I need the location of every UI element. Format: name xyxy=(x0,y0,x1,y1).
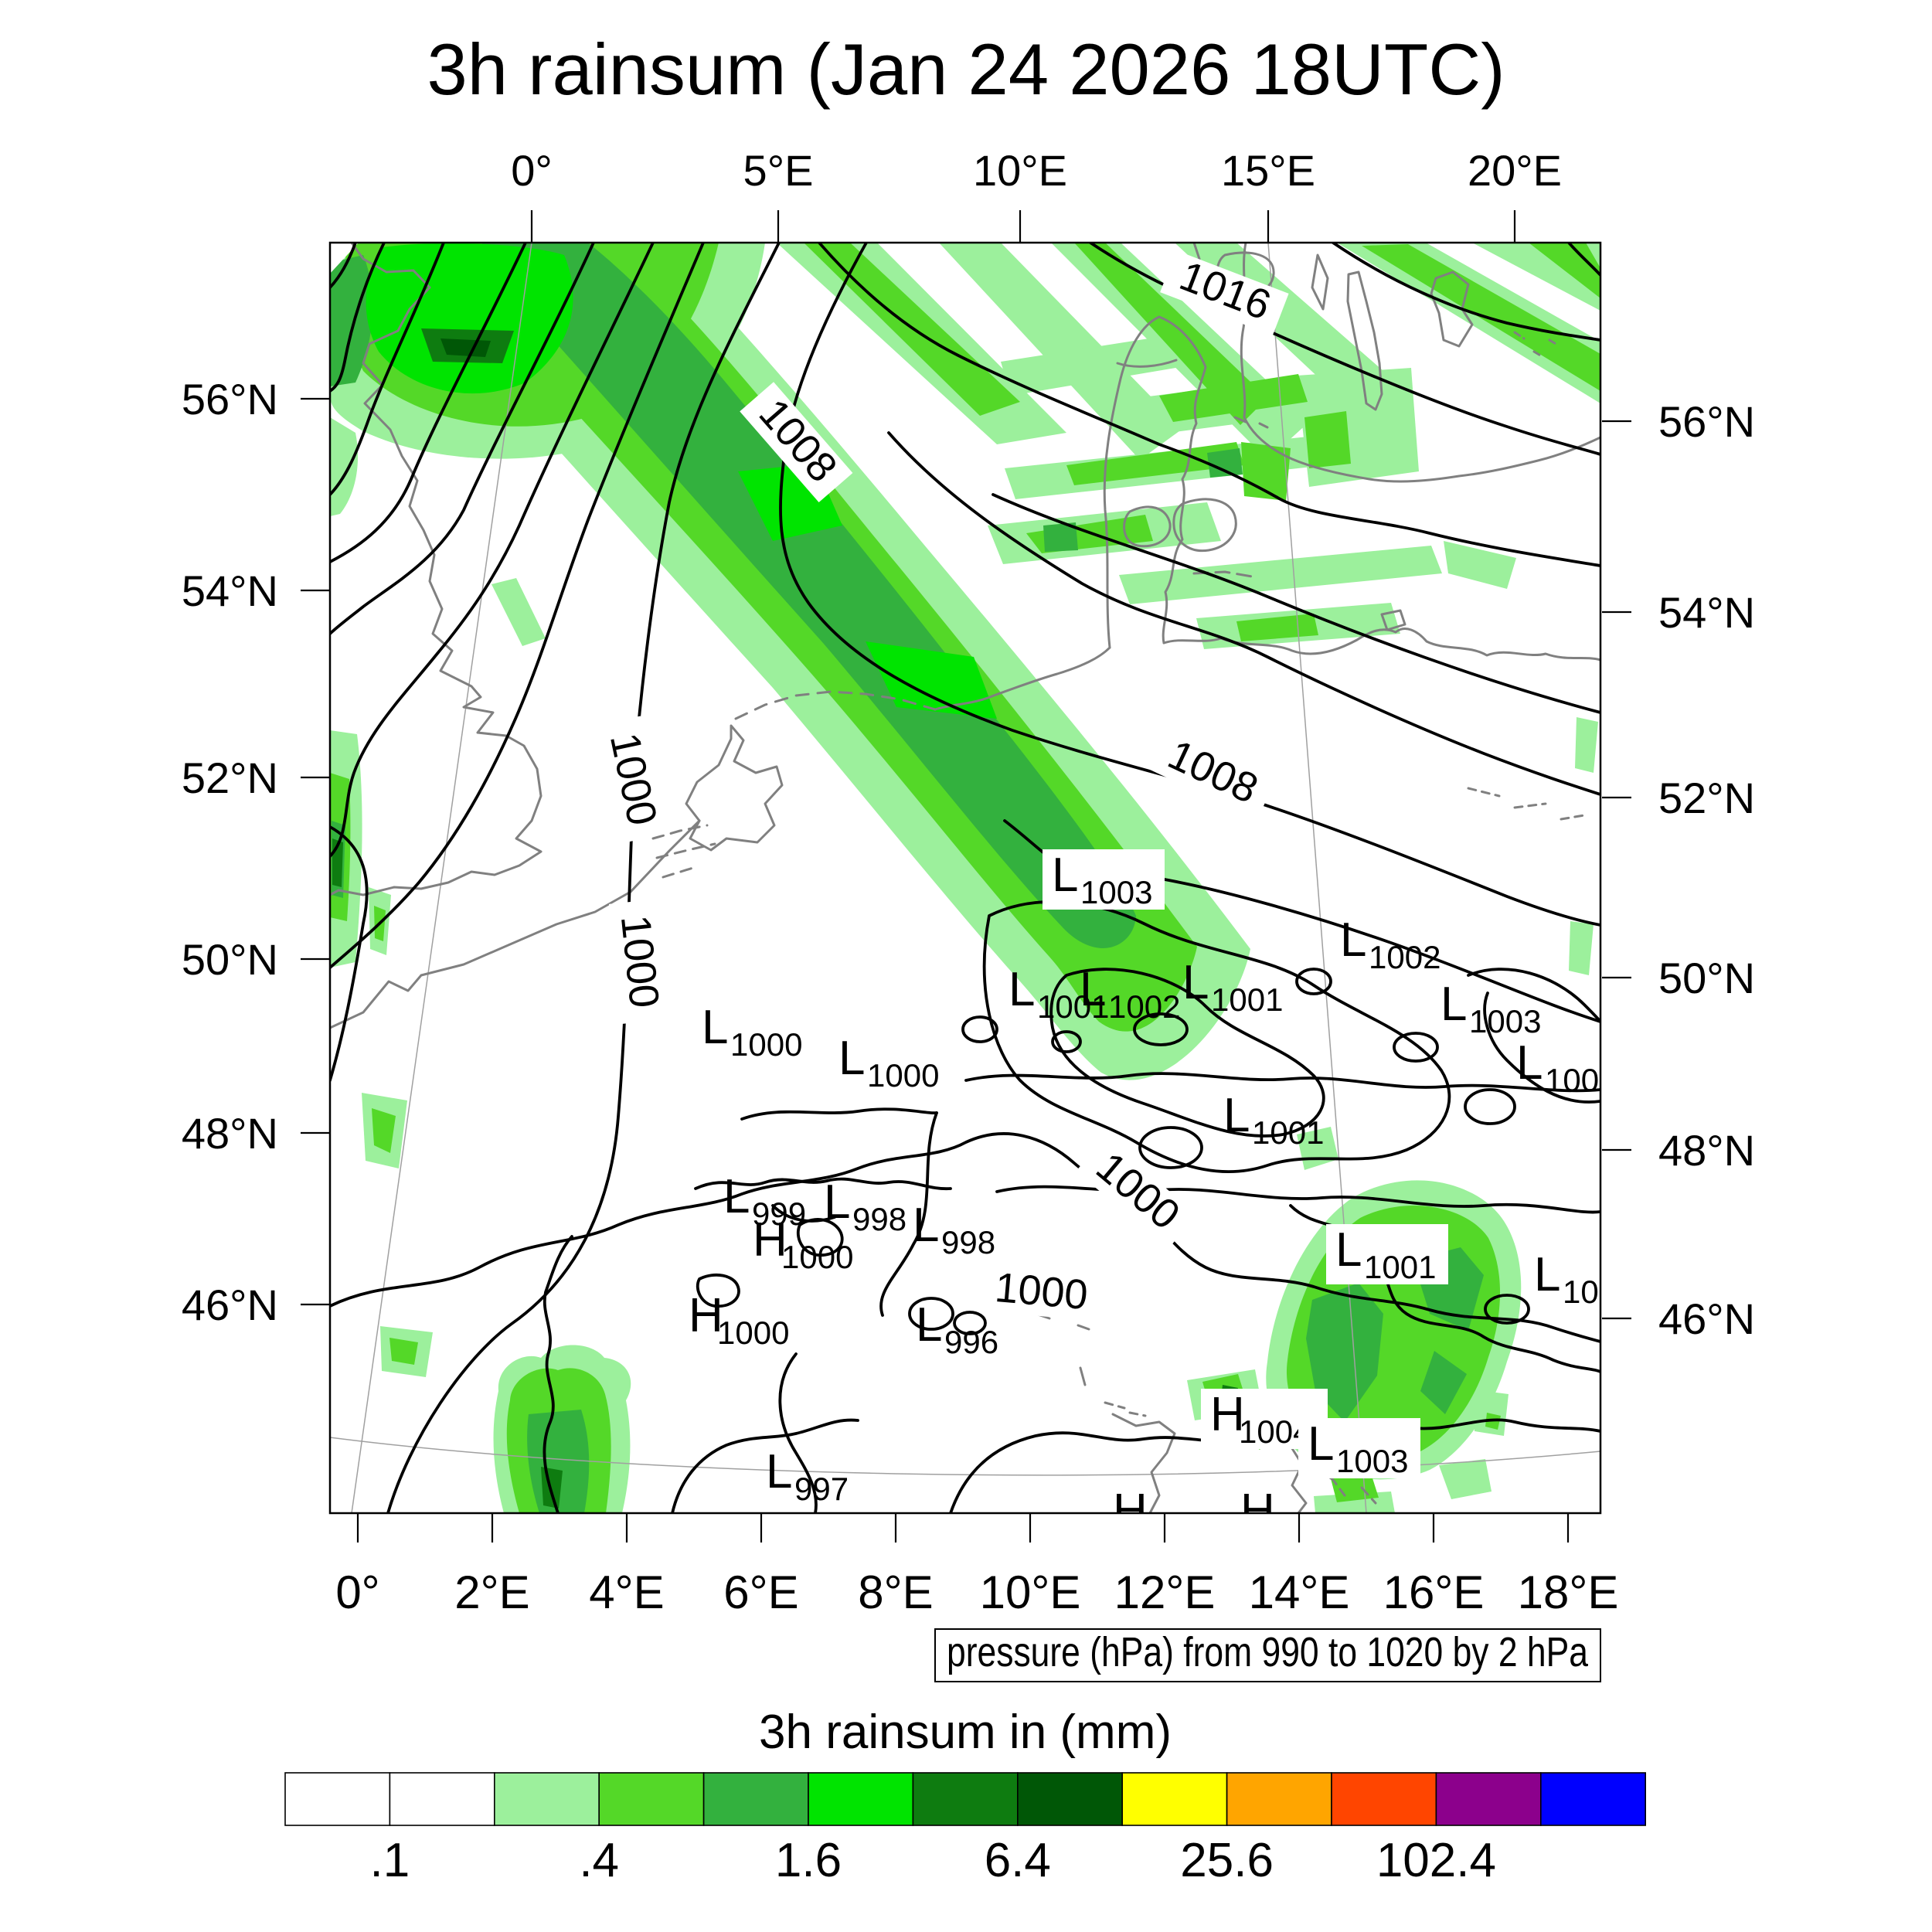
svg-text:L: L xyxy=(1516,1036,1543,1090)
svg-text:1001: 1001 xyxy=(1037,988,1109,1025)
svg-text:46°N: 46°N xyxy=(182,1281,278,1329)
svg-text:L: L xyxy=(766,1445,792,1498)
svg-text:1000: 1000 xyxy=(601,729,666,829)
svg-text:48°N: 48°N xyxy=(1658,1126,1755,1175)
svg-text:H: H xyxy=(689,1289,723,1342)
svg-text:1008: 1008 xyxy=(1161,731,1264,812)
svg-text:0°: 0° xyxy=(511,146,553,195)
svg-text:L: L xyxy=(1308,1417,1334,1471)
svg-text:2°E: 2°E xyxy=(454,1566,529,1618)
svg-text:50°N: 50°N xyxy=(1658,954,1755,1002)
svg-text:1002: 1002 xyxy=(1369,939,1440,975)
svg-text:L: L xyxy=(824,1175,850,1229)
svg-text:1005: 1005 xyxy=(1141,1510,1213,1546)
svg-text:4°E: 4°E xyxy=(589,1566,664,1618)
svg-text:L: L xyxy=(1340,913,1366,967)
svg-text:998: 998 xyxy=(941,1224,995,1260)
svg-text:.4: .4 xyxy=(579,1834,619,1887)
svg-text:H: H xyxy=(753,1213,787,1267)
svg-text:pressure (hPa) from 990 to 102: pressure (hPa) from 990 to 1020 by 2 hPa xyxy=(947,1629,1589,1675)
svg-text:12°E: 12°E xyxy=(1114,1566,1216,1618)
svg-text:1000: 1000 xyxy=(867,1057,939,1094)
svg-text:56°N: 56°N xyxy=(182,375,278,423)
svg-text:56°N: 56°N xyxy=(1658,397,1755,446)
svg-text:1000: 1000 xyxy=(717,1315,789,1351)
svg-text:L: L xyxy=(838,1032,865,1085)
svg-text:15°E: 15°E xyxy=(1221,146,1315,195)
svg-text:L: L xyxy=(723,1170,750,1223)
svg-text:18°E: 18°E xyxy=(1518,1566,1619,1618)
svg-text:1001: 1001 xyxy=(1364,1249,1436,1285)
svg-text:10°E: 10°E xyxy=(973,146,1067,195)
svg-text:1002: 1002 xyxy=(1108,988,1180,1025)
svg-text:25.6: 25.6 xyxy=(1180,1834,1274,1887)
svg-text:54°N: 54°N xyxy=(182,566,278,615)
svg-text:6°E: 6°E xyxy=(723,1566,798,1618)
svg-text:6.4: 6.4 xyxy=(985,1834,1051,1887)
svg-text:L: L xyxy=(1052,849,1078,902)
svg-text:H: H xyxy=(1113,1485,1148,1538)
svg-text:1001: 1001 xyxy=(1252,1114,1324,1151)
svg-text:54°N: 54°N xyxy=(1658,588,1755,637)
svg-text:52°N: 52°N xyxy=(1658,774,1755,822)
svg-text:3h rainsum (Jan 24 2026 18UTC): 3h rainsum (Jan 24 2026 18UTC) xyxy=(427,29,1505,110)
svg-text:1000: 1000 xyxy=(781,1239,853,1275)
svg-text:L: L xyxy=(1080,963,1106,1016)
svg-text:1001: 1001 xyxy=(1211,981,1283,1018)
svg-text:14°E: 14°E xyxy=(1249,1566,1350,1618)
svg-text:997: 997 xyxy=(794,1471,849,1507)
svg-text:20°E: 20°E xyxy=(1468,146,1562,195)
svg-text:16°E: 16°E xyxy=(1383,1566,1485,1618)
svg-text:1003: 1003 xyxy=(1080,874,1152,910)
svg-text:L: L xyxy=(913,1199,939,1252)
svg-text:52°N: 52°N xyxy=(182,753,278,802)
svg-text:0°: 0° xyxy=(335,1566,379,1618)
svg-text:1004: 1004 xyxy=(1269,1510,1341,1546)
svg-text:L: L xyxy=(702,1001,728,1054)
svg-text:H: H xyxy=(1210,1388,1245,1441)
svg-text:5°E: 5°E xyxy=(743,146,814,195)
svg-text:L: L xyxy=(1182,956,1209,1009)
svg-text:48°N: 48°N xyxy=(182,1109,278,1158)
svg-text:998: 998 xyxy=(852,1201,906,1237)
svg-text:L: L xyxy=(1534,1248,1560,1301)
svg-text:1.6: 1.6 xyxy=(775,1834,842,1887)
svg-text:1000: 1000 xyxy=(612,913,668,1010)
svg-text:L: L xyxy=(1440,978,1467,1031)
svg-text:1006: 1006 xyxy=(1563,1274,1634,1310)
svg-text:L: L xyxy=(1335,1223,1362,1277)
svg-text:1005: 1005 xyxy=(1545,1062,1617,1098)
svg-text:H: H xyxy=(1240,1485,1275,1538)
svg-text:1000: 1000 xyxy=(730,1026,802,1063)
svg-text:102.4: 102.4 xyxy=(1376,1834,1496,1887)
svg-text:.1: .1 xyxy=(370,1834,410,1887)
svg-text:46°N: 46°N xyxy=(1658,1294,1755,1343)
svg-text:1003: 1003 xyxy=(1469,1003,1541,1039)
svg-text:10°E: 10°E xyxy=(980,1566,1081,1618)
svg-text:L: L xyxy=(916,1298,942,1352)
svg-text:1000: 1000 xyxy=(993,1264,1090,1318)
svg-text:8°E: 8°E xyxy=(858,1566,933,1618)
svg-text:3h rainsum in (mm): 3h rainsum in (mm) xyxy=(759,1706,1172,1759)
svg-text:50°N: 50°N xyxy=(182,935,278,984)
svg-text:L: L xyxy=(1223,1089,1250,1142)
svg-text:L: L xyxy=(1009,963,1035,1016)
svg-text:999: 999 xyxy=(752,1196,806,1232)
svg-text:996: 996 xyxy=(944,1324,998,1360)
svg-text:1003: 1003 xyxy=(1336,1443,1408,1479)
